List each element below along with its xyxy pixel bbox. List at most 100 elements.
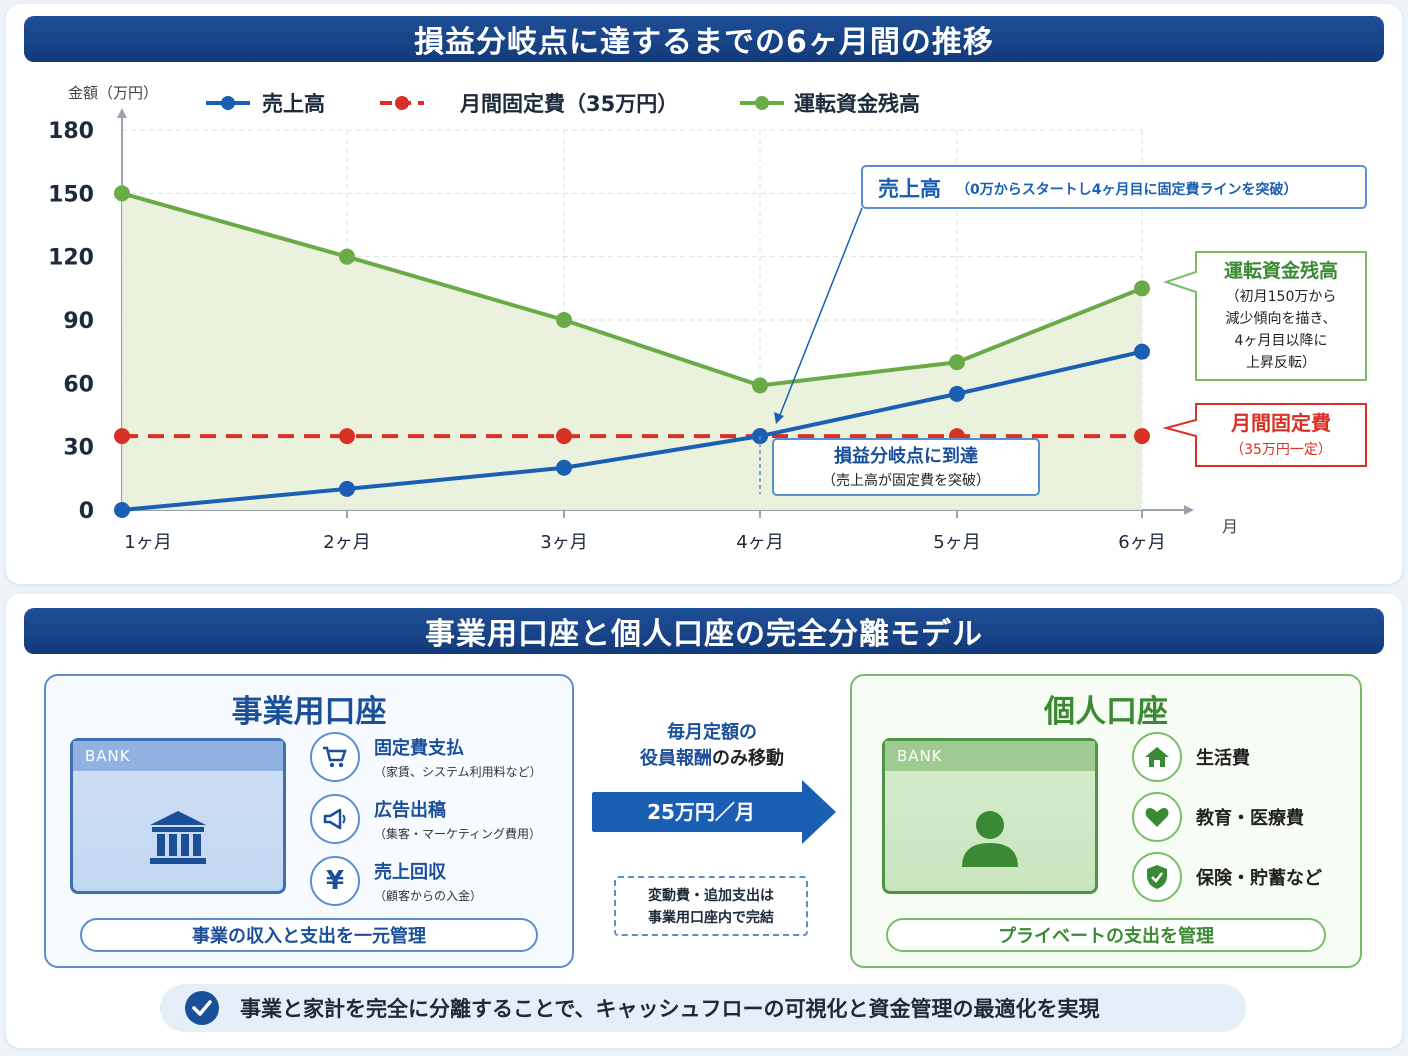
balance-callout-line: 減少傾向を描き、: [1225, 310, 1336, 327]
legend-label: 月間固定費（35万円）: [459, 92, 678, 116]
sales-line-point: [339, 480, 355, 497]
y-tick-label: 60: [63, 372, 94, 397]
shield-icon: [1132, 852, 1182, 902]
item-subtitle: （顧客からの入金）: [374, 889, 483, 903]
transfer-highlight: 役員報酬: [640, 748, 712, 769]
legend-label: 運転資金残高: [794, 92, 920, 116]
legend-label: 売上高: [262, 92, 325, 116]
business-account-title: 事業用口座: [231, 694, 387, 730]
home-icon: [1132, 732, 1182, 782]
fixed-callout-title: 月間固定費: [1230, 411, 1331, 435]
sales-callout-title: 売上高: [878, 177, 941, 201]
y-tick-label: 150: [48, 182, 94, 207]
balance-line: [121, 191, 1143, 388]
personal-summary-pill: プライベートの支出を管理: [886, 918, 1326, 952]
note-line2: 事業用口座内で完結: [648, 910, 774, 926]
personal-item-insurance: 保険・貯蓄など: [1132, 852, 1322, 902]
item-label: 保険・貯蓄など: [1196, 868, 1322, 889]
summary-bar: 事業と家計を完全に分離することで、キャッシュフローの可視化と資金管理の最適化を実…: [160, 984, 1246, 1032]
sales-line-point: [1134, 343, 1150, 360]
chart-title-banner: 損益分岐点に達するまでの6ヶ月間の推移: [24, 16, 1384, 62]
y-axis-arrow: [117, 108, 127, 118]
x-axis-arrow: [1184, 505, 1194, 515]
sales-callout-note: （0万からスタートし4ヶ月目に固定費ラインを突破）: [956, 181, 1297, 198]
business-item-fixed-cost: 固定費支払 （家賃、システム利用料など）: [310, 732, 542, 782]
check-circle-icon: [185, 991, 219, 1025]
x-tick-label: 5ヶ月: [933, 532, 980, 553]
heart-icon: [1132, 792, 1182, 842]
transfer-note: 変動費・追加支出は 事業用口座内で完結: [614, 876, 808, 936]
fixed-cost-line-point: [339, 428, 355, 445]
y-tick-label: 90: [63, 309, 94, 334]
business-summary-pill: 事業の収入と支出を一元管理: [80, 918, 538, 952]
summary-text: 事業と家計を完全に分離することで、キャッシュフローの可視化と資金管理の最適化を実…: [240, 997, 1100, 1021]
personal-item-education: 教育・医療費: [1132, 792, 1304, 842]
personal-account-title: 個人口座: [1044, 694, 1168, 730]
y-tick-label: 120: [48, 246, 94, 271]
breakeven-subtitle: （売上高が固定費を突破）: [822, 472, 990, 489]
bank-building-icon: [150, 811, 206, 864]
item-subtitle: （家賃、システム利用料など）: [374, 765, 542, 779]
balance-callout-line: 上昇反転）: [1246, 355, 1316, 371]
bank-label: BANK: [885, 741, 1095, 771]
x-tick-label: 4ヶ月: [736, 532, 783, 553]
model-title-banner: 事業用口座と個人口座の完全分離モデル: [24, 608, 1384, 654]
balance-callout-line: 4ヶ月目以降に: [1235, 333, 1328, 349]
x-tick-label: 3ヶ月: [540, 532, 587, 553]
balance-area-fill: [122, 193, 1142, 511]
sales-line-point: [949, 385, 965, 402]
sales-callout-box: [861, 165, 1367, 209]
balance-line-point: [556, 312, 572, 328]
item-title: 広告出稿: [374, 800, 446, 821]
balance-callout-line: （初月150万から: [1226, 288, 1337, 305]
business-bank-card: BANK: [70, 738, 286, 894]
balance-line-point: [949, 354, 965, 371]
transfer-line1: 毎月定額の: [667, 722, 757, 743]
x-axis-label: 月: [1222, 517, 1238, 536]
personal-item-living: 生活費: [1132, 732, 1250, 782]
transfer-label: 毎月定額の 役員報酬のみ移動: [594, 720, 830, 772]
sales-line-point: [556, 459, 572, 476]
item-title: 固定費支払: [374, 738, 464, 759]
y-tick-label: 180: [48, 119, 94, 144]
sales-line-point: [114, 502, 130, 518]
person-icon: [962, 811, 1018, 867]
item-label: 教育・医療費: [1196, 808, 1304, 829]
business-item-ads: 広告出稿 （集客・マーケティング費用）: [310, 794, 541, 844]
fixed-cost-line-point: [114, 428, 130, 445]
personal-account-box: 個人口座 BANK 生活費 教育・医療費 保険・貯蓄など プライベートの支出を管…: [850, 674, 1362, 968]
megaphone-icon: [310, 794, 360, 844]
bank-label: BANK: [73, 741, 283, 771]
y-tick-label: 0: [79, 499, 94, 524]
fixed-callout-subtitle: （35万円一定）: [1230, 442, 1332, 458]
balance-line-point: [1134, 280, 1150, 297]
legend-swatch-dot: [221, 96, 235, 110]
chart-series: [114, 185, 1150, 518]
fixed-cost-line-point: [1134, 428, 1150, 445]
note-line1: 変動費・追加支出は: [648, 888, 774, 904]
business-account-box: 事業用口座 BANK 固定費支払 （家賃、システム利用料など） 広告出稿 （集客…: [44, 674, 574, 968]
y-axis-label: 金額（万円）: [68, 84, 158, 102]
yen-icon: ¥: [310, 856, 360, 906]
fixed-cost-line-point: [556, 428, 572, 445]
fixed-callout-box: [1162, 403, 1367, 467]
y-tick-label: 30: [63, 436, 94, 461]
chart-annotations: 売上高 （0万からスタートし4ヶ月目に固定費ラインを突破） 損益分岐点に到達 （売上高…: [759, 165, 1367, 496]
balance-line-point: [339, 248, 355, 265]
legend-swatch-dot: [395, 96, 409, 110]
personal-bank-card: BANK: [882, 738, 1098, 894]
breakeven-box: [772, 438, 1040, 496]
legend-swatch-dot: [755, 96, 769, 110]
balance-callout-box: [1162, 251, 1367, 381]
business-item-sales: ¥ 売上回収 （顧客からの入金）: [310, 856, 482, 906]
balance-line-point: [114, 185, 130, 202]
x-tick-label: 2ヶ月: [323, 532, 370, 553]
sales-line: [121, 349, 1143, 512]
breakeven-chart: 0 30 60 90 120 150 180 1ヶ月 2ヶ月 3ヶ月 4ヶ月 5ヶ月 6ヶ月 金額（万円）…: [48, 84, 1367, 553]
balance-line-point: [752, 377, 768, 394]
transfer-amount: 25万円／月: [647, 800, 755, 824]
item-title: 売上回収: [374, 862, 446, 883]
x-tick-label: 6ヶ月: [1118, 532, 1165, 553]
sales-callout-arrowhead: [774, 412, 784, 424]
balance-callout-title: 運転資金残高: [1224, 259, 1338, 282]
